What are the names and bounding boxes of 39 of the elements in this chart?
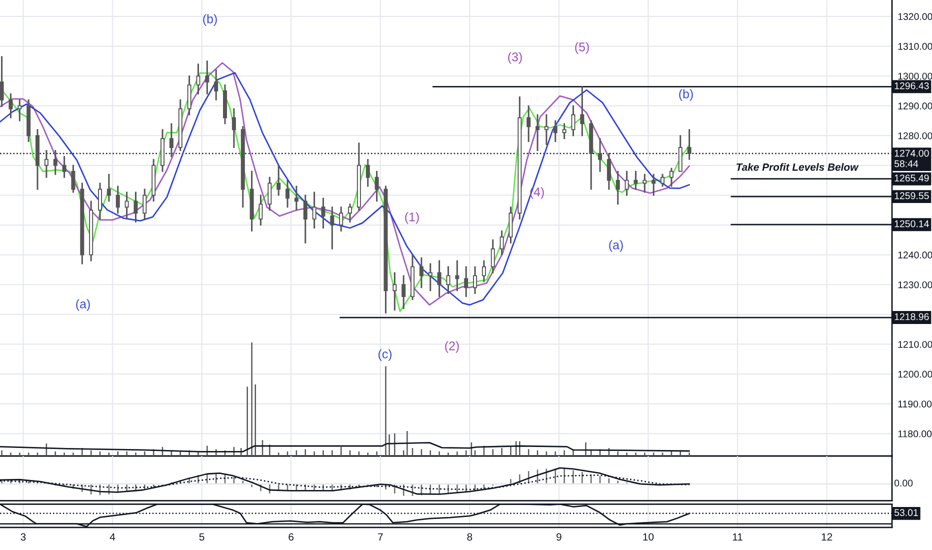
y-tick-label: 1300.00 — [898, 72, 932, 80]
x-tick-label: 6 — [288, 533, 294, 541]
x-tick-label: 4 — [110, 533, 116, 541]
y-tick-label: 1280.00 — [898, 132, 932, 140]
annotation: (a) — [609, 240, 623, 252]
x-tick-label: 5 — [199, 533, 204, 541]
y-tick-label: 1230.00 — [898, 281, 932, 288]
y-tick-label: 1190.00 — [898, 400, 932, 408]
annotation: (2) — [445, 341, 459, 353]
x-tick-label: 8 — [467, 533, 472, 541]
data-label: 1250.14 — [894, 220, 929, 228]
x-tick-label: 12 — [822, 533, 832, 541]
data-label: 1296.43 — [894, 82, 929, 90]
ref-line-label: 1274.00 58:44 — [894, 150, 929, 168]
ref-line-label: 53.01 — [894, 509, 918, 516]
annotation: (a) — [76, 299, 90, 311]
annotation: Take Profit Levels Below — [736, 163, 859, 171]
x-tick-label: 7 — [378, 533, 383, 541]
annotation: (b) — [679, 89, 693, 101]
y-tick-label: 1310.00 — [898, 42, 932, 50]
y-tick-label: 1210.00 — [898, 340, 932, 348]
y-tick-label: 1200.00 — [898, 370, 932, 378]
data-label: 1218.96 — [894, 313, 929, 320]
x-tick-label: 9 — [556, 533, 562, 541]
x-tick-label: 3 — [20, 533, 26, 541]
annotation: (1) — [405, 212, 419, 224]
data-label: 1259.55 — [894, 192, 929, 200]
ref-line-label: 0.00 — [894, 480, 913, 487]
y-tick-label: 1290.00 — [898, 102, 932, 110]
annotation: (3) — [508, 52, 522, 64]
data-label: 1265.49 — [894, 174, 929, 182]
x-tick-label: 10 — [643, 533, 654, 541]
y-tick-label: 1180.00 — [898, 430, 932, 438]
y-tick-label: 1320.00 — [898, 13, 932, 20]
y-tick-label: 1240.00 — [898, 252, 932, 258]
annotation: (c) — [378, 349, 392, 361]
x-tick-label: 11 — [732, 533, 742, 541]
annotation: (5) — [575, 42, 589, 54]
annotation: (b) — [203, 14, 217, 26]
